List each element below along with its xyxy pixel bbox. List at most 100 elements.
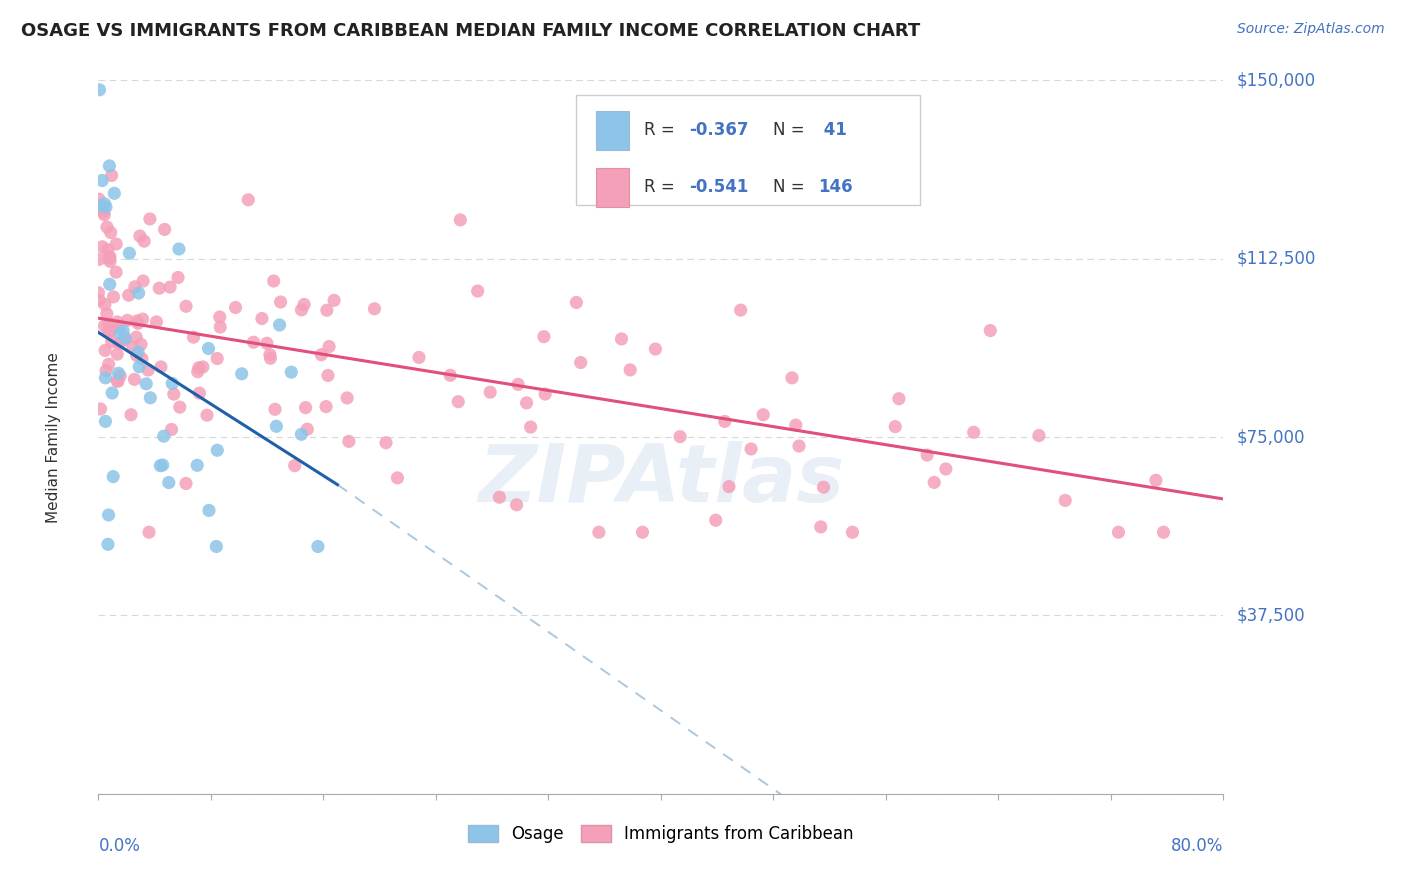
Point <box>250 311 273 326</box>
Point <box>292 297 315 311</box>
Text: -0.541: -0.541 <box>689 178 748 196</box>
Point <box>1054 493 1077 508</box>
Point <box>101 386 124 401</box>
Text: OSAGE VS IMMIGRANTS FROM CARIBBEAN MEDIAN FAMILY INCOME CORRELATION CHART: OSAGE VS IMMIGRANTS FROM CARIBBEAN MEDIA… <box>21 22 921 40</box>
Point <box>87 285 110 300</box>
Point <box>307 540 329 554</box>
Point <box>149 458 172 473</box>
Point <box>174 299 197 313</box>
Point <box>94 200 117 214</box>
Point <box>105 374 128 388</box>
Point <box>149 359 172 374</box>
Point <box>208 310 231 324</box>
Point <box>449 212 471 227</box>
Point <box>129 229 152 244</box>
Point <box>631 525 654 540</box>
Point <box>439 368 461 383</box>
Point <box>183 330 205 344</box>
Point <box>105 347 128 361</box>
Point <box>610 332 633 346</box>
Point <box>159 280 181 294</box>
Point <box>98 159 121 173</box>
Point <box>519 420 541 434</box>
Point <box>157 475 180 490</box>
Point <box>270 295 292 310</box>
Text: $75,000: $75,000 <box>1237 428 1306 446</box>
Point <box>316 368 339 383</box>
Point <box>128 359 150 374</box>
Point <box>97 537 120 551</box>
Point <box>94 297 117 311</box>
Text: N =: N = <box>773 121 810 139</box>
Point <box>139 391 162 405</box>
Point <box>467 284 489 298</box>
Point <box>117 288 139 302</box>
Point <box>163 387 186 401</box>
Point <box>884 419 907 434</box>
Point <box>174 476 197 491</box>
Point <box>787 439 810 453</box>
Point <box>922 475 945 490</box>
Point <box>191 359 214 374</box>
Point <box>387 471 409 485</box>
Point <box>1028 428 1050 442</box>
Point <box>565 295 588 310</box>
Point <box>162 376 184 391</box>
Point <box>336 391 359 405</box>
Point <box>131 351 153 366</box>
Point <box>98 252 121 266</box>
Text: 41: 41 <box>818 121 848 139</box>
Point <box>197 342 219 356</box>
Point <box>1107 525 1129 540</box>
Point <box>195 408 218 422</box>
Text: N =: N = <box>773 178 810 196</box>
Point <box>588 525 610 540</box>
Point <box>89 293 111 308</box>
Point <box>93 318 115 333</box>
Point <box>91 240 114 254</box>
Point <box>96 307 118 321</box>
Point <box>238 193 260 207</box>
Point <box>785 418 807 433</box>
Point <box>101 469 124 483</box>
Point <box>569 355 592 369</box>
Point <box>323 293 346 308</box>
Point <box>94 343 117 358</box>
Point <box>136 363 159 377</box>
Point <box>110 326 132 341</box>
Point <box>128 286 150 301</box>
Point <box>205 351 228 366</box>
Point <box>89 401 111 416</box>
Point <box>94 414 117 428</box>
Point <box>127 314 149 328</box>
Point <box>704 513 727 527</box>
Point <box>259 351 281 366</box>
Text: $150,000: $150,000 <box>1237 71 1316 89</box>
Point <box>108 369 131 384</box>
Point <box>94 364 117 378</box>
Point <box>187 360 209 375</box>
Point <box>263 274 285 288</box>
Point <box>135 376 157 391</box>
Point <box>505 498 527 512</box>
Point <box>100 334 122 349</box>
Point <box>810 520 832 534</box>
Point <box>107 374 129 388</box>
Text: Source: ZipAtlas.com: Source: ZipAtlas.com <box>1237 22 1385 37</box>
Point <box>780 371 803 385</box>
Point <box>534 387 557 401</box>
Point <box>963 425 986 440</box>
Point <box>187 365 209 379</box>
Point <box>318 340 340 354</box>
Point <box>841 525 863 540</box>
Text: $112,500: $112,500 <box>1237 250 1316 268</box>
Point <box>98 250 121 264</box>
Point <box>98 317 121 331</box>
Point <box>315 303 337 318</box>
Point <box>134 234 156 248</box>
Point <box>242 335 264 350</box>
Legend: Osage, Immigrants from Caribbean: Osage, Immigrants from Caribbean <box>461 818 860 850</box>
Point <box>447 394 470 409</box>
Point <box>290 302 312 317</box>
Point <box>167 242 190 256</box>
